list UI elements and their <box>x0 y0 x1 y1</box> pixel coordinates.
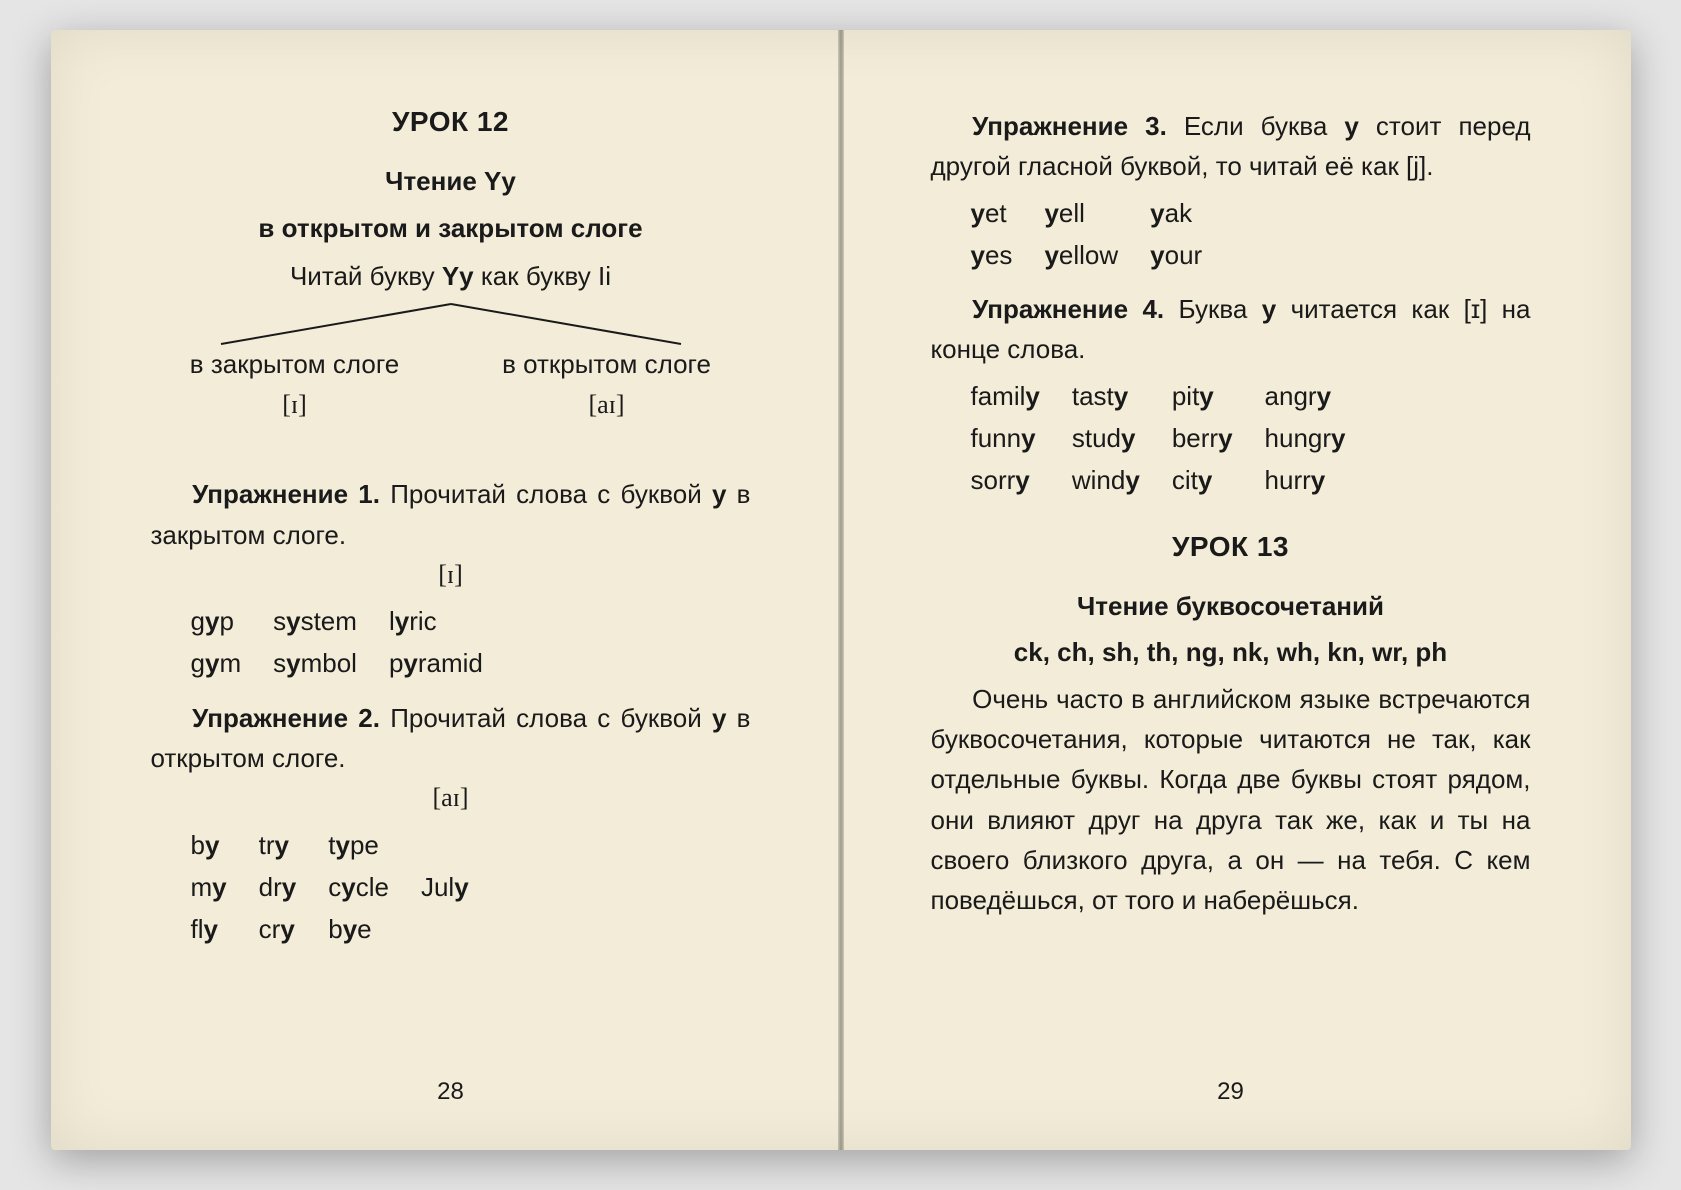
word: yet <box>971 193 1013 233</box>
word: berry <box>1172 418 1233 458</box>
exercise-1-ipa: [ɪ] <box>151 555 751 595</box>
lesson-12-title: УРОК 12 <box>151 100 751 143</box>
exercise-4-words: family tasty pity angry funny study berry hungr… <box>931 376 1531 501</box>
yy-instruction: Читай букву Yy как букву Ii <box>151 256 751 296</box>
word: windy <box>1072 460 1140 500</box>
word: yes <box>971 235 1013 275</box>
exercise-4: Упражнение 4. Буква y читается как [ɪ] н… <box>931 289 1531 500</box>
page-left: УРОК 12 Чтение Yy в открытом и закрытом … <box>51 30 841 1150</box>
word <box>421 909 469 949</box>
word: your <box>1150 235 1202 275</box>
exercise-3-words: yetyellyak yes yellow your <box>931 193 1531 276</box>
word: study <box>1072 418 1140 458</box>
word: symbol <box>273 643 357 683</box>
exercise-2-words: bytrytype mydry cycle July flycrybye <box>151 825 751 950</box>
lesson-13-paragraph: Очень часто в английском языке встречают… <box>931 679 1531 921</box>
word <box>421 825 469 865</box>
word: sorry <box>971 460 1040 500</box>
diagram-right-block: в открытом слоге [aɪ] <box>463 344 751 425</box>
word: tasty <box>1072 376 1140 416</box>
exercise-4-text-prefix: Буква <box>1164 294 1262 324</box>
word: yell <box>1044 193 1118 233</box>
word: yak <box>1150 193 1202 233</box>
diagram-lines <box>151 300 751 350</box>
word: lyric <box>389 601 483 641</box>
exercise-4-head: Упражнение 4. <box>972 294 1164 324</box>
page-number-right: 29 <box>931 1063 1531 1110</box>
word: hungry <box>1265 418 1346 458</box>
exercise-2-letter: y <box>712 703 726 733</box>
diagram-left-ipa: [ɪ] <box>151 385 439 425</box>
exercise-2-ipa: [aɪ] <box>151 778 751 818</box>
word: gyp <box>191 601 242 641</box>
yy-instruction-suffix: как букву Ii <box>474 261 611 291</box>
diagram-left-block: в закрытом слоге [ɪ] <box>151 344 439 425</box>
word: type <box>328 825 389 865</box>
word: cycle <box>328 867 389 907</box>
word: city <box>1172 460 1233 500</box>
exercise-2: Упражнение 2. Прочитай слова с буквой y … <box>151 698 751 950</box>
word: dry <box>259 867 297 907</box>
exercise-3-text-prefix: Если буква <box>1167 111 1345 141</box>
syllable-diagram: в закрытом слоге [ɪ] в открытом слоге [a… <box>151 300 751 390</box>
word: my <box>191 867 227 907</box>
diagram-right-ipa: [aɪ] <box>463 385 751 425</box>
exercise-1-text-prefix: Прочитай слова с буквой <box>380 479 712 509</box>
word: funny <box>971 418 1040 458</box>
lesson-13-subtitle-1: Чтение буквосочетаний <box>931 586 1531 626</box>
exercise-2-head: Упражнение 2. <box>192 703 380 733</box>
word: pyramid <box>389 643 483 683</box>
exercise-3: Упражнение 3. Если буква y стоит перед д… <box>931 106 1531 275</box>
word: pity <box>1172 376 1233 416</box>
word: hurry <box>1265 460 1346 500</box>
word: July <box>421 867 469 907</box>
word: cry <box>259 909 297 949</box>
lesson-13-subtitle-2: ck, ch, sh, th, ng, nk, wh, kn, wr, ph <box>931 632 1531 672</box>
word: bye <box>328 909 389 949</box>
word: system <box>273 601 357 641</box>
word: fly <box>191 909 227 949</box>
word: angry <box>1265 376 1346 416</box>
exercise-1-head: Упражнение 1. <box>192 479 380 509</box>
book-spread: УРОК 12 Чтение Yy в открытом и закрытом … <box>51 30 1631 1150</box>
exercise-1-words: gyp system lyric gym symbol pyramid <box>151 601 751 684</box>
exercise-1-letter: y <box>712 479 726 509</box>
word: family <box>971 376 1040 416</box>
yy-instruction-prefix: Читай букву <box>290 261 442 291</box>
word: gym <box>191 643 242 683</box>
exercise-3-head: Упражнение 3. <box>972 111 1167 141</box>
exercise-2-text-prefix: Прочитай слова с буквой <box>380 703 712 733</box>
scan-background: УРОК 12 Чтение Yy в открытом и закрытом … <box>0 0 1681 1190</box>
word: yellow <box>1044 235 1118 275</box>
diagram-left-label: в закрытом слоге <box>151 344 439 384</box>
word: by <box>191 825 227 865</box>
word: try <box>259 825 297 865</box>
exercise-3-letter: y <box>1344 111 1358 141</box>
exercise-4-letter: y <box>1262 294 1276 324</box>
page-number-left: 28 <box>151 1063 751 1110</box>
yy-instruction-bold: Yy <box>442 261 474 291</box>
exercise-1: Упражнение 1. Прочитай слова с буквой y … <box>151 474 751 683</box>
lesson-13-title: УРОК 13 <box>931 525 1531 568</box>
diagram-right-label: в открытом слоге <box>463 344 751 384</box>
page-right: Упражнение 3. Если буква y стоит перед д… <box>841 30 1631 1150</box>
book-spine <box>838 30 844 1150</box>
lesson-12-subtitle-1: Чтение Yy <box>151 161 751 201</box>
lesson-12-subtitle-2: в открытом и закрытом слоге <box>151 208 751 248</box>
